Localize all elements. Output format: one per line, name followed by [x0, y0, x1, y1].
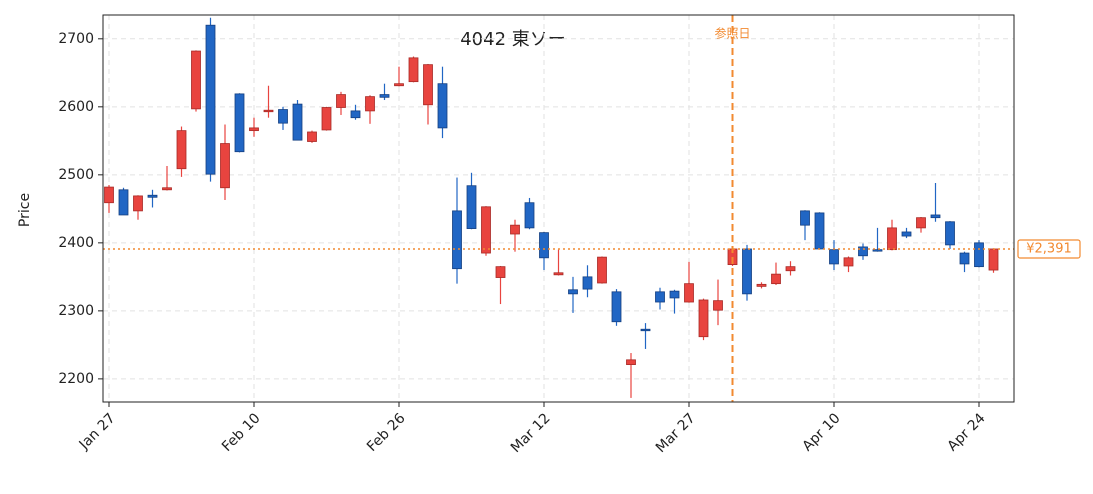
candle-body	[974, 242, 984, 268]
candle-body	[742, 248, 752, 295]
reference-date-label: 参照日	[714, 26, 750, 41]
y-tick-label: 2200	[58, 371, 94, 387]
candle-body	[684, 283, 694, 303]
candle-body	[640, 328, 651, 332]
reference-label: ¥2,391	[1026, 241, 1072, 256]
candle-body	[495, 266, 506, 278]
candle-body	[669, 290, 680, 299]
y-tick-label: 2600	[58, 99, 94, 115]
candle-body	[872, 249, 883, 252]
candle-body	[626, 359, 636, 365]
candle-body	[481, 206, 491, 254]
candle-body	[234, 93, 245, 153]
y-tick-label: 2400	[58, 235, 94, 251]
candle-body	[597, 256, 607, 284]
candle-body	[379, 94, 390, 98]
candle-body	[365, 96, 375, 112]
y-axis-label: Price	[17, 193, 33, 227]
candle-body	[553, 272, 564, 276]
reference-label-box	[1017, 239, 1081, 259]
candle-body	[452, 210, 462, 270]
candle-body	[568, 289, 578, 295]
plot-frame	[102, 14, 1015, 403]
candle-body	[205, 24, 216, 175]
candle-body	[814, 212, 825, 250]
candle-body	[829, 249, 839, 265]
candle-body	[713, 300, 723, 311]
candle-body	[321, 107, 332, 131]
candle-body	[988, 248, 999, 271]
candle-body	[466, 185, 477, 229]
candle-body	[916, 217, 926, 229]
candle-body	[698, 299, 709, 338]
y-tick-label: 2700	[58, 31, 94, 47]
candle-body	[510, 224, 520, 235]
candle-body	[104, 186, 114, 204]
candle-body	[800, 210, 810, 226]
candle-body	[249, 127, 259, 132]
candle-body	[539, 232, 549, 259]
candle-body	[843, 257, 854, 267]
candle-body	[191, 50, 201, 110]
candle-body	[133, 195, 143, 212]
candle-body	[350, 110, 361, 119]
candle-body	[959, 252, 970, 265]
candle-body	[394, 83, 404, 87]
candle-body	[147, 194, 158, 198]
candle-body	[945, 221, 955, 246]
candle-body	[118, 189, 129, 216]
candle-body	[423, 64, 433, 106]
candle-body	[611, 291, 622, 323]
candle-body	[930, 214, 941, 219]
candle-body	[162, 187, 172, 191]
candle-body	[771, 273, 781, 285]
candle-body	[176, 130, 187, 170]
y-tick-label: 2300	[58, 303, 94, 319]
candle-body	[655, 291, 665, 303]
candle-body	[437, 83, 448, 129]
candle-body	[887, 227, 897, 251]
chart-title: 4042 東ソー	[460, 29, 566, 50]
candle-body	[336, 94, 346, 108]
candle-body	[524, 202, 535, 229]
candle-body	[263, 109, 274, 113]
candle-body	[278, 109, 288, 124]
candle-body	[582, 276, 593, 290]
y-tick-label: 2500	[58, 167, 94, 183]
candle-body	[307, 131, 317, 142]
candle-body	[292, 103, 303, 141]
candle-body	[858, 246, 868, 257]
candle-body	[756, 283, 767, 287]
candle-body	[901, 231, 912, 237]
candle-body	[220, 143, 230, 189]
candle-body	[785, 266, 796, 272]
candle-body	[408, 57, 419, 83]
